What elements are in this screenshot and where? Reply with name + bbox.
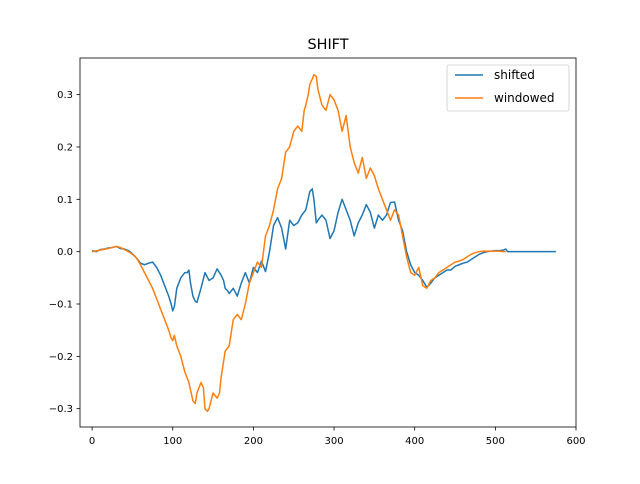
legend-label-windowed: windowed bbox=[494, 91, 555, 105]
legend: shifted windowed bbox=[446, 64, 570, 112]
y-tick-label: 0.1 bbox=[57, 195, 73, 206]
y-axis-ticks: −0.3 −0.2 −0.1 0.0 0.1 0.2 0.3 bbox=[49, 90, 80, 415]
series-layer bbox=[91, 74, 556, 413]
x-tick-label: 500 bbox=[486, 436, 505, 447]
x-tick-label: 600 bbox=[566, 436, 585, 447]
series-line-shifted bbox=[91, 188, 556, 312]
y-tick-label: −0.3 bbox=[49, 404, 73, 415]
x-tick-label: 200 bbox=[244, 436, 263, 447]
x-tick-label: 300 bbox=[325, 436, 344, 447]
axes-frame bbox=[79, 57, 577, 428]
y-tick-label: 0.2 bbox=[57, 142, 73, 153]
legend-label-shifted: shifted bbox=[494, 68, 535, 82]
x-tick-label: 400 bbox=[405, 436, 424, 447]
y-tick-label: 0.0 bbox=[57, 247, 73, 258]
chart-title: SHIFT bbox=[307, 37, 348, 53]
y-tick-label: −0.1 bbox=[49, 300, 73, 311]
y-tick-label: 0.3 bbox=[57, 90, 73, 101]
y-tick-label: −0.2 bbox=[49, 352, 73, 363]
x-tick-label: 100 bbox=[163, 436, 182, 447]
x-tick-label: 0 bbox=[89, 436, 95, 447]
legend-box bbox=[446, 64, 570, 112]
series-line-windowed bbox=[91, 74, 506, 413]
x-axis-ticks: 0 100 200 300 400 500 600 bbox=[89, 427, 586, 447]
